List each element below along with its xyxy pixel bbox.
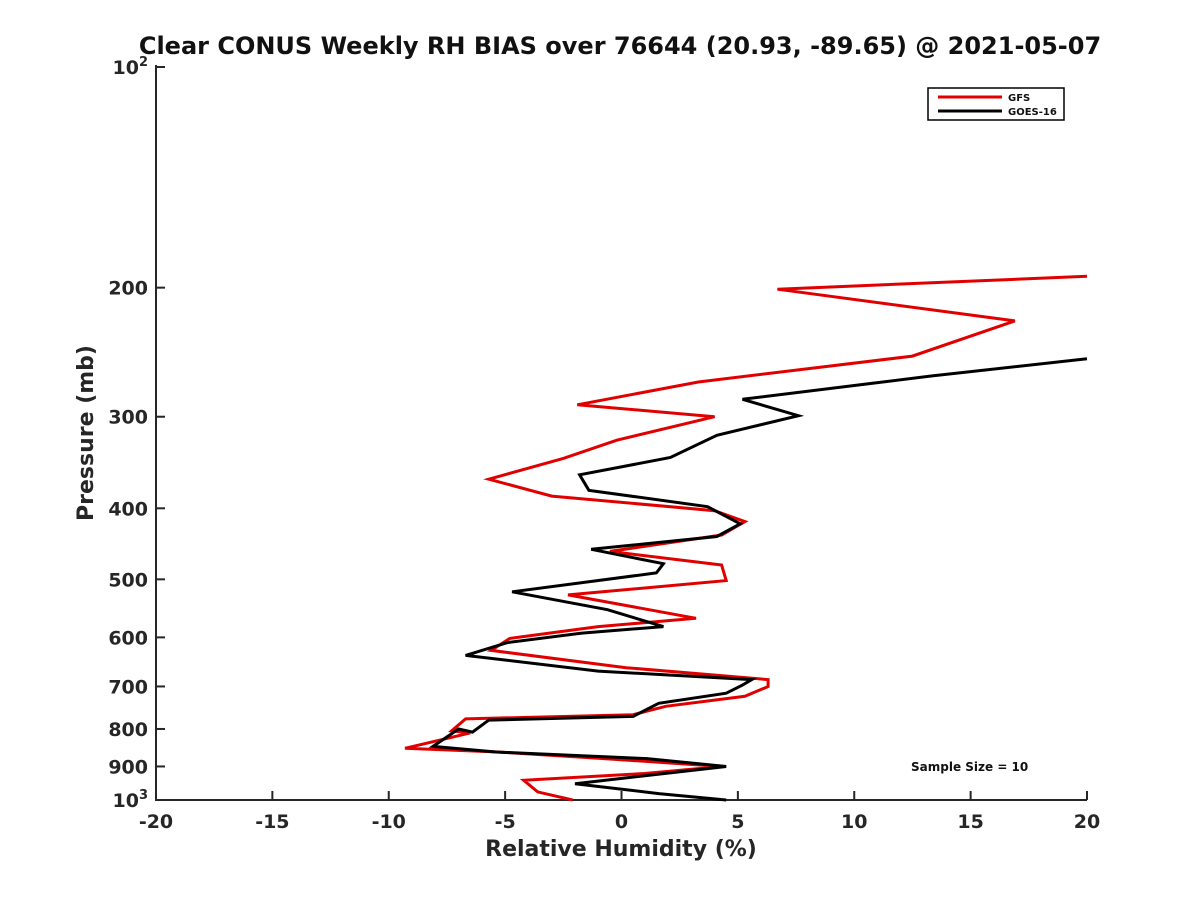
- series-layer: [404, 274, 1088, 802]
- y-tick-exponent: 3: [139, 788, 148, 803]
- legend-box: [927, 87, 1065, 121]
- y-axis-label: Pressure (mb): [74, 345, 99, 521]
- x-tick-label: 0: [615, 811, 628, 833]
- legend: GFS GOES-16: [927, 87, 1065, 121]
- x-tick-label: 20: [1074, 811, 1100, 833]
- x-axis-ticks: -20 -15 -10 -5 0 5 10 15 20: [139, 791, 1100, 833]
- y-tick-label: 600: [108, 627, 148, 649]
- x-tick-label: -15: [255, 811, 289, 833]
- x-tick-label: 5: [731, 811, 744, 833]
- x-tick-label: -10: [372, 811, 406, 833]
- legend-label-gfs: GFS: [1008, 93, 1030, 104]
- y-tick-label: 10: [113, 790, 139, 812]
- y-tick-label: 300: [108, 407, 148, 429]
- y-tick-label: 400: [108, 498, 148, 520]
- series-line-goes-16: [428, 357, 1088, 802]
- y-tick-label: 800: [108, 719, 148, 741]
- y-tick-label: 700: [108, 676, 148, 698]
- y-tick-label: 200: [108, 278, 148, 300]
- legend-label-goes16: GOES-16: [1008, 107, 1057, 118]
- x-tick-label: 15: [957, 811, 983, 833]
- x-tick-label: -20: [139, 811, 173, 833]
- x-tick-label: -5: [495, 811, 516, 833]
- y-tick-exponent: 2: [139, 55, 148, 70]
- series-line-gfs: [404, 274, 1088, 802]
- plot-area: [155, 65, 1087, 801]
- chart-title: Clear CONUS Weekly RH BIAS over 76644 (2…: [139, 32, 1101, 60]
- y-tick-label: 10: [113, 57, 139, 79]
- x-tick-label: 10: [841, 811, 867, 833]
- y-tick-label: 500: [108, 569, 148, 591]
- sample-size-annotation: Sample Size = 10: [911, 760, 1028, 774]
- x-axis-label: Relative Humidity (%): [485, 837, 757, 862]
- y-tick-label: 900: [108, 756, 148, 778]
